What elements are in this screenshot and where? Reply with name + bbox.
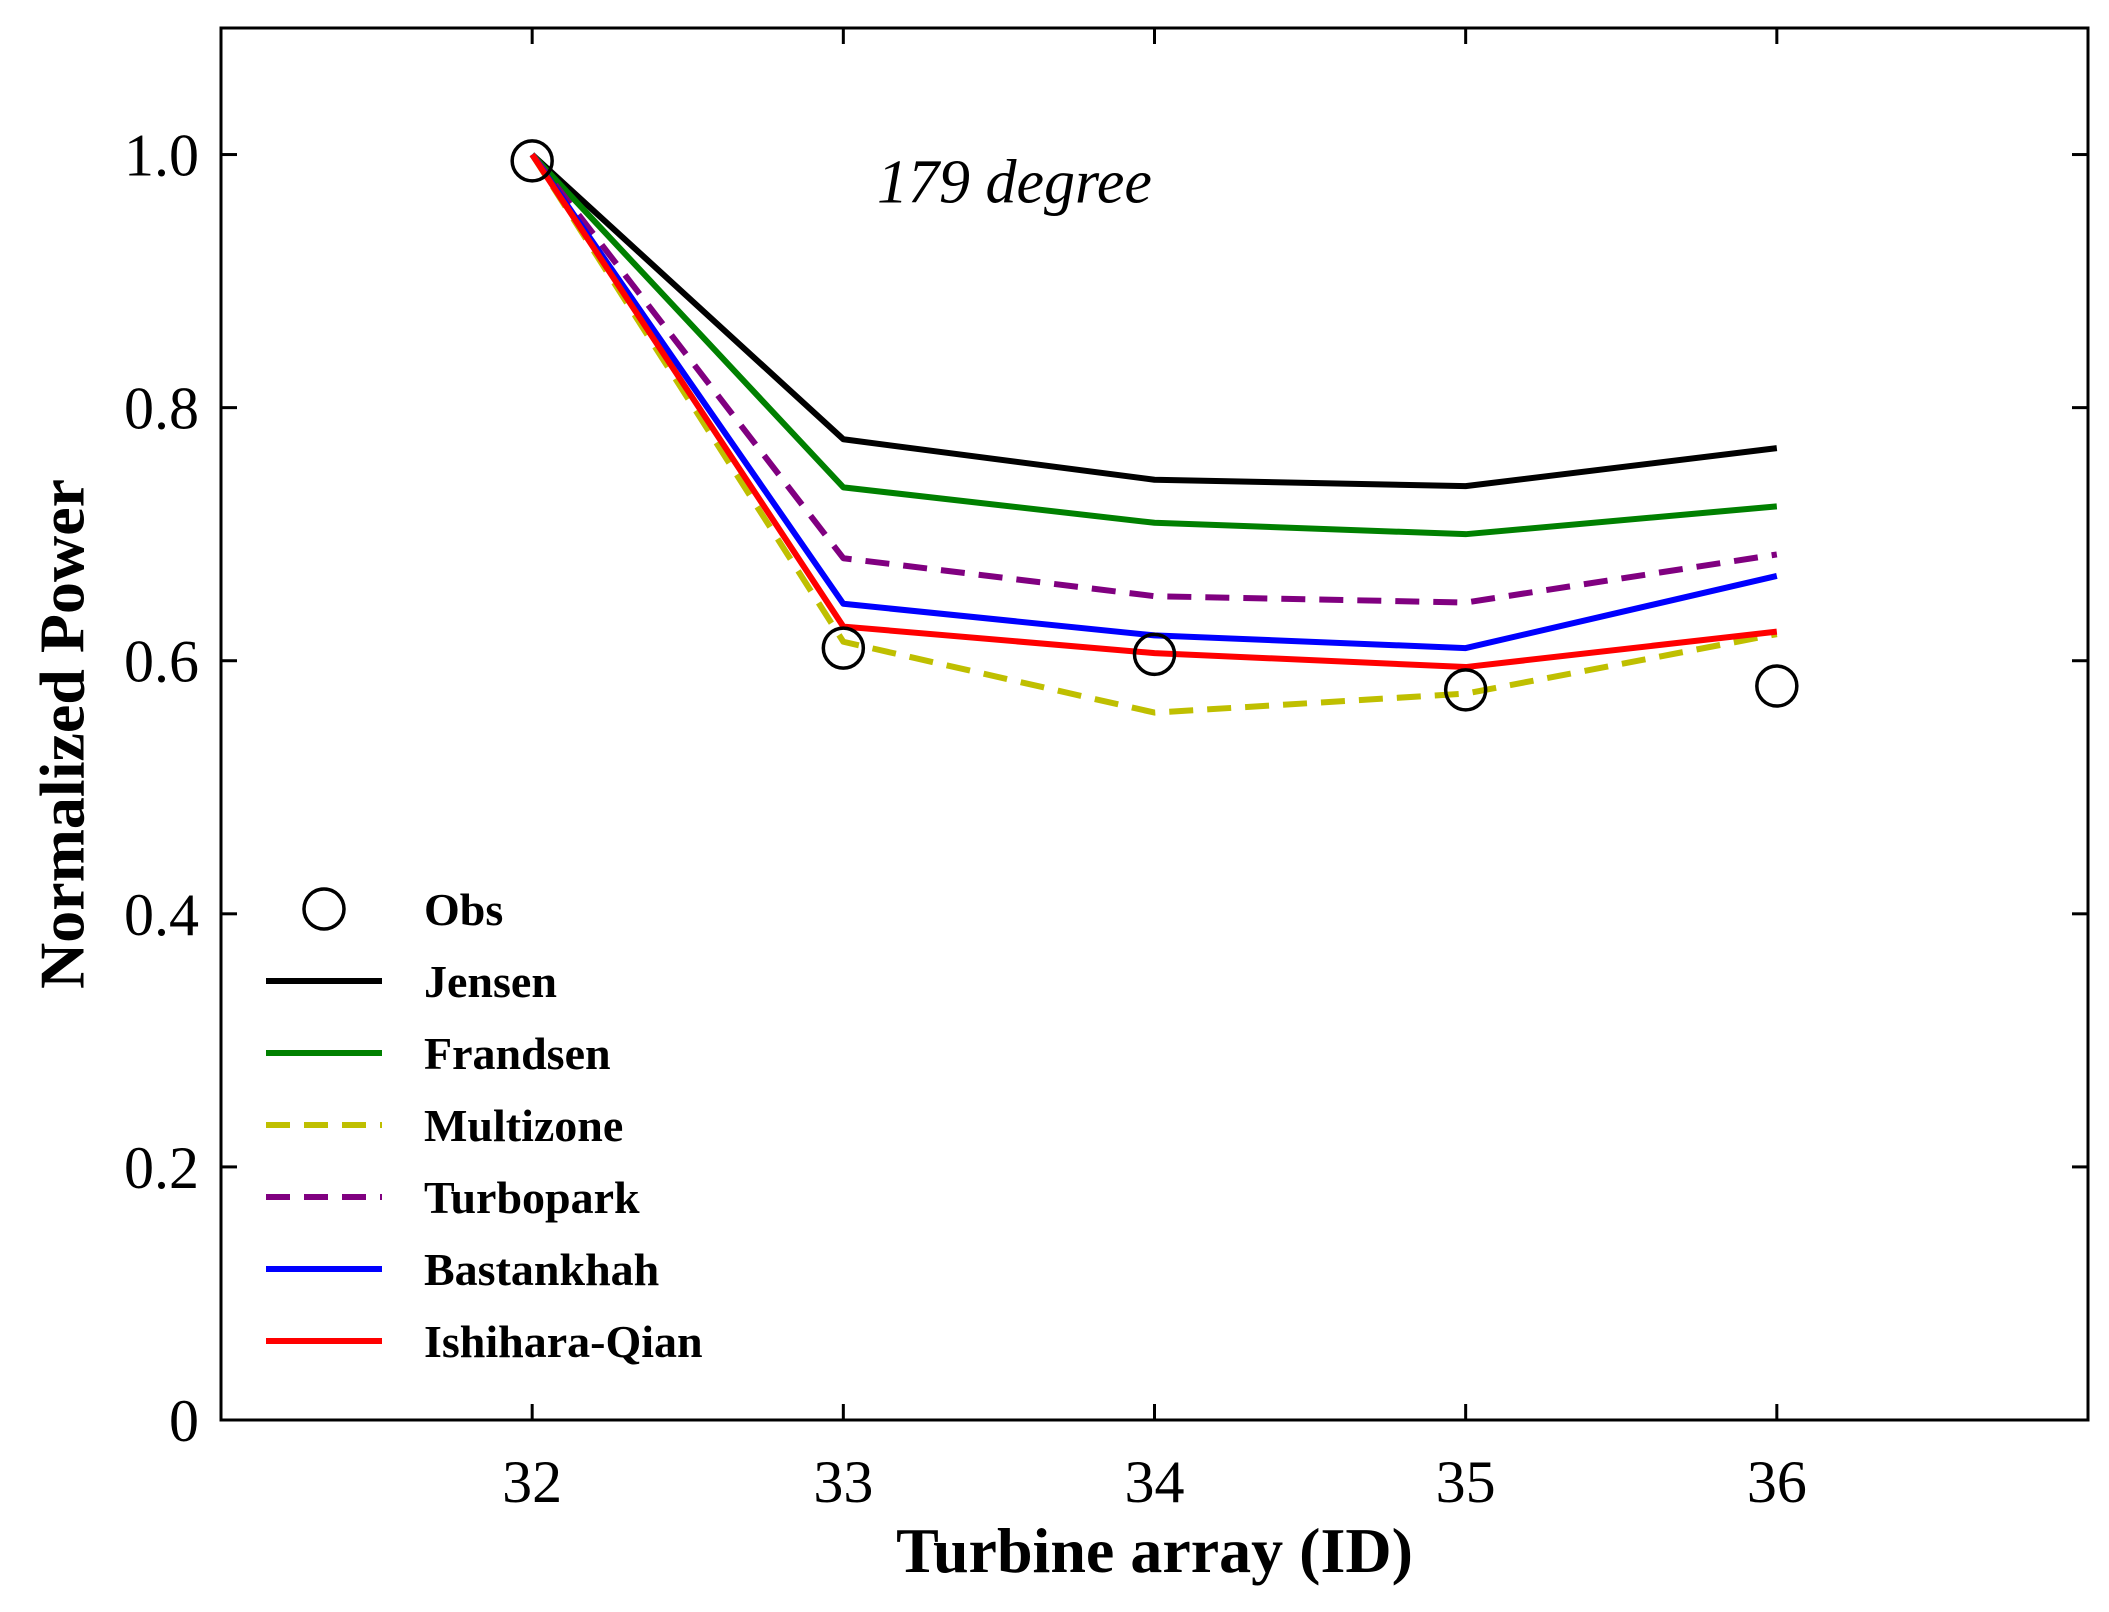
legend-marker [302, 887, 346, 931]
obs-point [1755, 664, 1799, 708]
obs-point [1443, 668, 1488, 712]
series-line-multizone [529, 152, 1778, 716]
y-tick-label: 0.6 [124, 629, 199, 695]
plot-area [510, 139, 1799, 716]
x-tick-label: 34 [1125, 1449, 1185, 1515]
legend-item: Obs [302, 884, 503, 935]
x-tick-label: 35 [1436, 1449, 1496, 1515]
legend-label: Frandsen [424, 1028, 611, 1079]
legend-item: Multizone [266, 1100, 623, 1151]
series-line-turbopark [529, 152, 1778, 606]
legend-item: Bastankhah [266, 1244, 659, 1295]
x-axis-title: Turbine array (ID) [896, 1515, 1413, 1586]
obs-point [510, 139, 554, 183]
series-line-jensen [530, 152, 1778, 490]
tick-labels: 32 33 34 35 36 0 0.2 0.4 0.6 0.8 1.0 [124, 123, 1807, 1515]
legend-item: Frandsen [266, 1028, 611, 1079]
y-tick-label: 0.2 [124, 1135, 199, 1201]
x-tick-label: 33 [813, 1449, 873, 1515]
legend-label: Turbopark [424, 1172, 640, 1223]
y-tick-label: 0.8 [124, 376, 199, 442]
legend-item: Jensen [266, 956, 557, 1007]
obs-point [1132, 632, 1177, 677]
legend-item: Turbopark [266, 1172, 640, 1223]
legend-label: Multizone [424, 1100, 623, 1151]
chart-annotation: 179 degree [877, 149, 1152, 217]
y-tick-label: 0.4 [124, 882, 199, 948]
legend: Obs Jensen Frandsen Multizone Turbopark Basta… [266, 884, 703, 1367]
y-axis-title: Normalized Power [27, 479, 98, 989]
legend-label: Obs [424, 884, 503, 935]
plot-frame [219, 26, 2090, 1422]
x-tick-label: 36 [1747, 1449, 1807, 1515]
legend-label: Ishihara-Qian [424, 1316, 703, 1367]
y-tick-label: 0 [169, 1388, 199, 1454]
legend-label: Bastankhah [424, 1244, 659, 1295]
series-line-ishihara-qian [529, 152, 1778, 671]
legend-label: Jensen [424, 956, 557, 1007]
y-tick-label: 1.0 [124, 123, 199, 189]
obs-point [821, 626, 866, 670]
legend-item: Ishihara-Qian [266, 1316, 703, 1367]
x-tick-label: 32 [502, 1449, 562, 1515]
series-line-frandsen [529, 152, 1778, 538]
